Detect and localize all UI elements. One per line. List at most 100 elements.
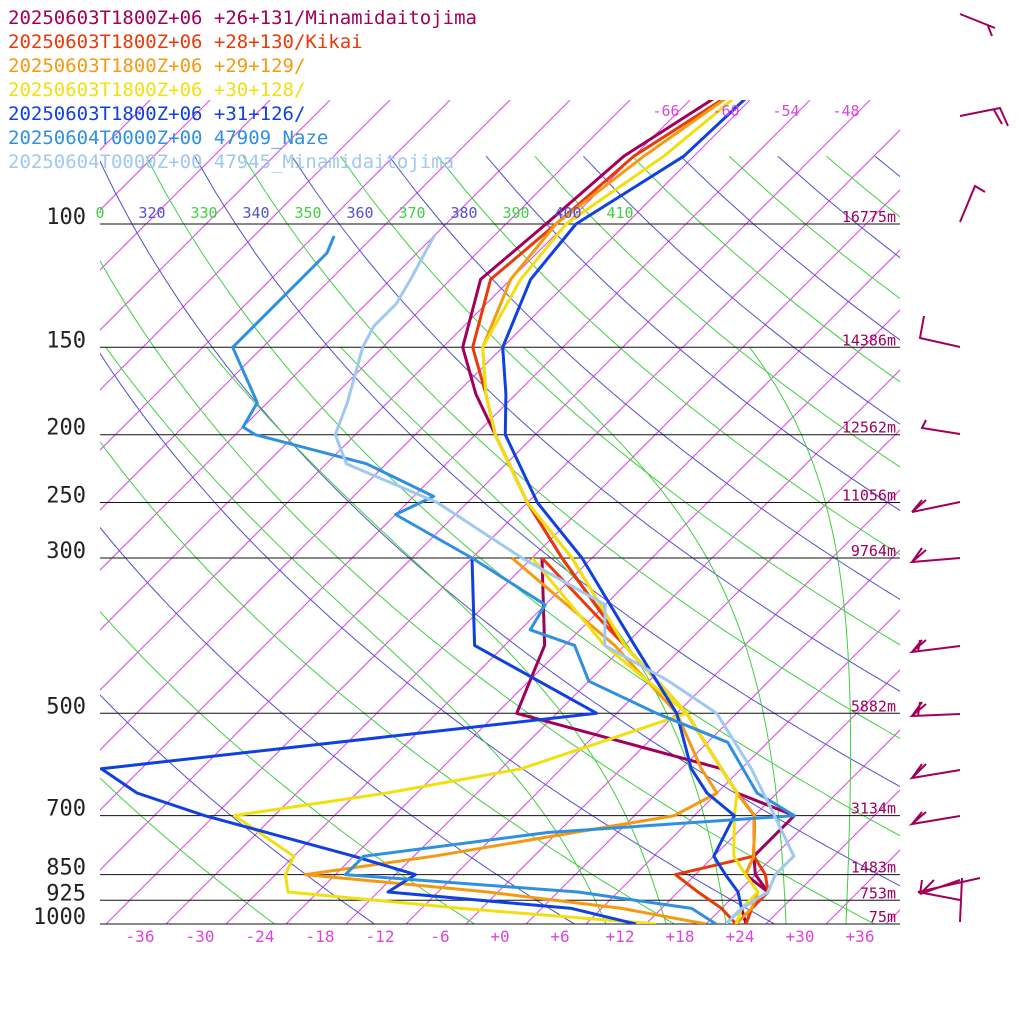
temperature-tick-label: +6 bbox=[550, 927, 569, 946]
pressure-label: 500 bbox=[46, 694, 86, 719]
moist-adiabat-line bbox=[242, 155, 900, 740]
isotherm-line bbox=[946, 100, 1024, 924]
temperature-profile-line bbox=[501, 100, 747, 924]
moist-adiabat-line bbox=[100, 259, 876, 924]
wind-barb bbox=[909, 763, 961, 780]
temperature-tick-label: +12 bbox=[606, 927, 635, 946]
isotherm-line bbox=[100, 100, 511, 511]
wind-barb bbox=[908, 639, 961, 654]
legend-entry: 20250603T1800Z+06 +26+131/Minamidaitojim… bbox=[8, 7, 477, 29]
theta-label: 330 bbox=[190, 204, 217, 222]
moist-adiabat-line bbox=[105, 347, 607, 924]
moist-adiabat-line bbox=[145, 155, 900, 837]
isotherm-line bbox=[0, 100, 30, 924]
pressure-label: 100 bbox=[46, 205, 86, 230]
pressure-label: 200 bbox=[46, 416, 86, 441]
dry-adiabat-line bbox=[874, 155, 900, 178]
isotherm-line bbox=[345, 369, 900, 924]
isotherm-line bbox=[225, 249, 900, 924]
isotherm-label: -48 bbox=[832, 102, 859, 120]
theta-label: 360 bbox=[346, 204, 373, 222]
isotherm-line bbox=[465, 489, 900, 924]
temperature-tick-label: +30 bbox=[786, 927, 815, 946]
temperature-profile-line bbox=[333, 235, 796, 924]
dry-adiabat-line bbox=[100, 160, 900, 887]
pressure-label: 250 bbox=[46, 484, 86, 509]
isotherm-label: -54 bbox=[772, 102, 799, 120]
temperature-tick-label: -12 bbox=[366, 927, 395, 946]
moist-adiabat-line bbox=[100, 440, 676, 924]
wind-barb bbox=[911, 499, 961, 513]
height-label: 753m bbox=[860, 884, 896, 902]
theta-label: 380 bbox=[450, 204, 477, 222]
wind-barb bbox=[909, 547, 961, 564]
dry-adiabat-line bbox=[100, 352, 776, 924]
wind-barb bbox=[959, 13, 996, 37]
moist-adiabat-line bbox=[523, 346, 787, 924]
wind-barb bbox=[908, 811, 961, 826]
isotherm-line bbox=[100, 100, 271, 271]
theta-label: 340 bbox=[242, 204, 269, 222]
temperature-tick-label: +36 bbox=[846, 927, 875, 946]
isotherm-line bbox=[1006, 100, 1024, 924]
pressure-label: 850 bbox=[46, 856, 86, 881]
temperature-profile-line bbox=[231, 235, 796, 924]
legend-entry: 20250603T1800Z+06 +28+130/Kikai bbox=[8, 31, 363, 53]
pressure-label: 700 bbox=[46, 797, 86, 822]
temperature-tick-label: +24 bbox=[726, 927, 755, 946]
isotherm-line bbox=[165, 189, 900, 924]
moist-adiabat-line bbox=[100, 610, 476, 924]
legend-entry: 20250603T1800Z+06 +30+128/ bbox=[8, 79, 305, 101]
height-label: 14386m bbox=[842, 331, 896, 349]
temperature-profile-line bbox=[481, 100, 760, 924]
dewpoint-profile-line bbox=[515, 557, 796, 924]
isotherm-line bbox=[100, 100, 631, 631]
background-lines bbox=[0, 100, 1024, 924]
legend-entry: 20250604T0000Z+00 47909_Naze bbox=[8, 127, 328, 149]
isotherm-line bbox=[525, 549, 900, 924]
pressure-label: 150 bbox=[46, 328, 86, 353]
isotherm-line bbox=[585, 609, 900, 924]
moist-adiabat-line bbox=[340, 346, 727, 924]
temperature-tick-label: -6 bbox=[430, 927, 449, 946]
temperature-tick-label: -30 bbox=[186, 927, 215, 946]
theta-label: 400 bbox=[554, 204, 581, 222]
moist-adiabat-line bbox=[437, 155, 900, 556]
theta-label: 320 bbox=[138, 204, 165, 222]
dry-adiabat-line bbox=[100, 694, 376, 924]
temperature-tick-label: -36 bbox=[126, 927, 155, 946]
height-label: 9764m bbox=[851, 542, 896, 560]
dry-adiabat-line bbox=[194, 155, 900, 788]
height-label: 1483m bbox=[851, 859, 896, 877]
wind-barb bbox=[959, 106, 1009, 127]
pressure-label: 300 bbox=[46, 539, 86, 564]
isotherm-line bbox=[100, 100, 391, 391]
theta-label: 370 bbox=[398, 204, 425, 222]
wind-barb bbox=[909, 701, 961, 718]
moist-adiabat-line bbox=[206, 346, 667, 924]
temperature-tick-label: +18 bbox=[666, 927, 695, 946]
moist-adiabat-line bbox=[749, 347, 852, 924]
isotherm-line bbox=[100, 100, 871, 871]
theta-label: 0 bbox=[95, 204, 104, 222]
wind-barb bbox=[918, 315, 961, 348]
dewpoint-profile-line bbox=[100, 557, 637, 924]
profiles bbox=[100, 100, 796, 924]
legend: 20250603T1800Z+06 +26+131/Minamidaitojim… bbox=[8, 7, 477, 173]
wind-barb bbox=[920, 419, 961, 435]
isotherm-line bbox=[405, 429, 900, 924]
temperature-tick-label: -24 bbox=[246, 927, 275, 946]
isotherm-line bbox=[705, 729, 900, 924]
isotherm-line bbox=[100, 100, 751, 751]
theta-label: 410 bbox=[606, 204, 633, 222]
pressure-label: 1000 bbox=[33, 905, 86, 930]
dry-adiabat-line bbox=[777, 155, 900, 259]
isotherm-line bbox=[100, 100, 691, 691]
height-label: 12562m bbox=[842, 419, 896, 437]
height-label: 11056m bbox=[842, 487, 896, 505]
dry-adiabat-line bbox=[388, 155, 900, 600]
theta-label: 350 bbox=[294, 204, 321, 222]
isotherm-line bbox=[105, 129, 900, 924]
legend-entry: 20250603T1800Z+06 +31+126/ bbox=[8, 103, 305, 125]
